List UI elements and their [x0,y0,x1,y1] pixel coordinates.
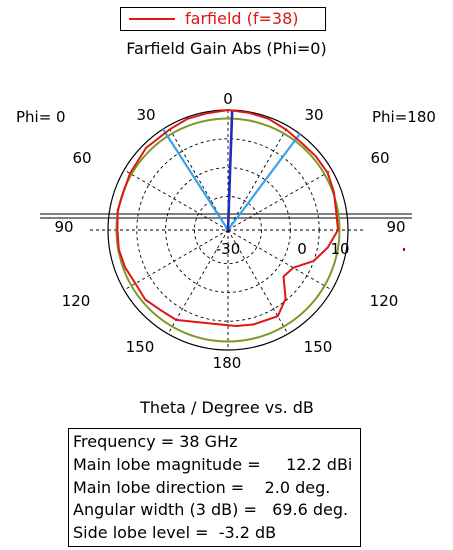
angle-label-120-right: 120 [370,292,399,310]
legend-box: farfield (f=38) [120,7,326,31]
phi-label-right: Phi=180 [372,108,436,126]
phi-label-left: Phi= 0 [16,108,66,126]
radial-label-middle: 0 [297,240,307,258]
main-lobe-direction-line [226,110,234,231]
angle-spoke-60 [227,169,333,231]
info-main-lobe-magnitude: Main lobe magnitude = 12.2 dBi [73,454,353,474]
beamwidth-line-1 [162,128,229,231]
beamwidth-line-2 [227,133,301,231]
info-side-lobe-level: Side lobe level = -3.2 dB [73,523,277,543]
angle-spoke-30 [227,125,289,231]
angle-label-0: 0 [223,90,233,108]
angle-label-180: 180 [213,354,242,372]
angle-label-60-right: 60 [370,149,389,167]
x-axis-label: Theta / Degree vs. dB [139,398,314,417]
chart-title: Farfield Gain Abs (Phi=0) [126,39,327,58]
angle-spoke-300 [123,169,229,231]
edge-tick-mark [403,248,405,251]
angle-label-150-left: 150 [126,338,155,356]
chart-grid [40,109,412,351]
angle-label-150-right: 150 [304,338,333,356]
info-angular-width: Angular width (3 dB) = 69.6 deg. [73,500,349,520]
angle-spoke-210 [167,229,229,335]
legend-label: farfield (f=38) [185,9,299,28]
angle-label-90-left: 90 [54,218,73,236]
info-box: Frequency = 38 GHz Main lobe magnitude =… [68,428,361,547]
angle-label-30-right: 30 [304,106,323,124]
angle-label-120-left: 120 [62,292,91,310]
angle-spoke-150 [227,229,289,335]
angle-label-90-right: 90 [386,218,405,236]
info-frequency: Frequency = 38 GHz [73,432,238,451]
farfield-pattern-line [116,109,339,327]
legend-line [129,18,175,20]
radial-label-inner: -30 [216,240,241,258]
angle-label-60-left: 60 [72,149,91,167]
radial-label-outer: 10 [330,240,349,258]
chart-marks [115,109,341,343]
chart-text: 0 30 30 60 60 90 90 120 120 150 150 180 Phi= 0 Phi=18… [16,90,436,417]
angle-spoke-240 [123,229,229,291]
info-main-lobe-direction: Main lobe direction = 2.0 deg. [73,477,331,497]
angle-spoke-120 [227,229,333,291]
angle-label-30-left: 30 [136,106,155,124]
